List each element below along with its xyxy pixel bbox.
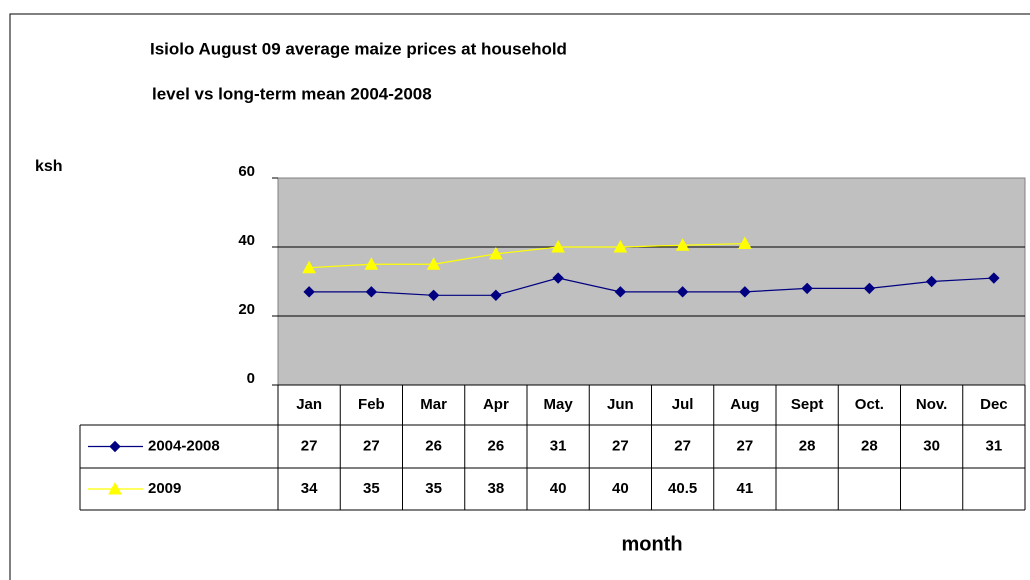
- table-value: 41: [737, 480, 754, 497]
- legend-label: 2009: [148, 480, 181, 497]
- marker: [614, 286, 627, 298]
- x-tick-label: Jun: [607, 396, 634, 413]
- table-value: 28: [799, 437, 816, 454]
- marker: [108, 481, 122, 495]
- marker: [552, 272, 564, 284]
- marker: [676, 286, 689, 298]
- marker: [613, 239, 628, 253]
- table-value: 34: [301, 480, 318, 497]
- series-line: [309, 242, 745, 269]
- x-tick-label: Mar: [420, 396, 447, 413]
- x-tick-label: Aug: [730, 396, 759, 413]
- marker: [426, 257, 441, 270]
- marker: [109, 440, 121, 453]
- marker: [801, 282, 813, 295]
- marker: [302, 260, 316, 274]
- y-tick-label: 20: [238, 301, 255, 318]
- marker: [490, 289, 502, 302]
- x-tick-label: Jan: [296, 396, 322, 413]
- table-value: 28: [861, 437, 878, 454]
- table-value: 26: [425, 437, 442, 454]
- table-value: 31: [986, 437, 1003, 454]
- x-tick-label: Sept: [791, 396, 824, 413]
- table-value: 40: [550, 480, 567, 497]
- marker: [365, 286, 378, 298]
- table-value: 30: [923, 437, 940, 454]
- marker: [427, 289, 440, 302]
- marker: [738, 236, 752, 250]
- x-tick-label: Nov.: [916, 396, 947, 413]
- table-value: 40.5: [668, 480, 697, 497]
- marker: [489, 246, 503, 260]
- y-axis-label: ksh: [35, 158, 63, 175]
- marker: [863, 282, 876, 295]
- table-value: 31: [550, 437, 567, 454]
- x-tick-label: Dec: [980, 396, 1008, 413]
- marker: [675, 238, 690, 251]
- table-value: 26: [488, 437, 505, 454]
- table-value: 35: [425, 480, 442, 497]
- y-tick-label: 0: [247, 370, 255, 387]
- x-tick-label: Feb: [358, 396, 385, 413]
- marker: [551, 239, 565, 253]
- chart-title: level vs long-term mean 2004-2008: [152, 84, 432, 103]
- table-value: 40: [612, 480, 629, 497]
- table-value: 35: [363, 480, 380, 497]
- marker: [739, 286, 751, 298]
- y-tick-label: 40: [238, 232, 255, 249]
- chart-title: Isiolo August 09 average maize prices at…: [150, 39, 567, 58]
- table-value: 27: [674, 437, 691, 454]
- series-line: [309, 277, 994, 296]
- table-value: 38: [488, 480, 505, 497]
- plot-area: [277, 177, 1026, 386]
- x-tick-label: Apr: [483, 396, 509, 413]
- marker: [303, 286, 315, 298]
- legend-label: 2004-2008: [148, 437, 220, 454]
- x-tick-label: Jul: [672, 396, 694, 413]
- table-value: 27: [612, 437, 629, 454]
- marker: [364, 257, 379, 270]
- marker: [988, 272, 1000, 284]
- y-tick-label: 60: [238, 163, 255, 180]
- table-value: 27: [363, 437, 380, 454]
- table-value: 27: [737, 437, 754, 454]
- table-value: 27: [301, 437, 318, 454]
- marker: [925, 275, 938, 288]
- x-tick-label: May: [544, 396, 574, 413]
- x-axis-label: month: [621, 533, 682, 555]
- x-tick-label: Oct.: [855, 396, 884, 413]
